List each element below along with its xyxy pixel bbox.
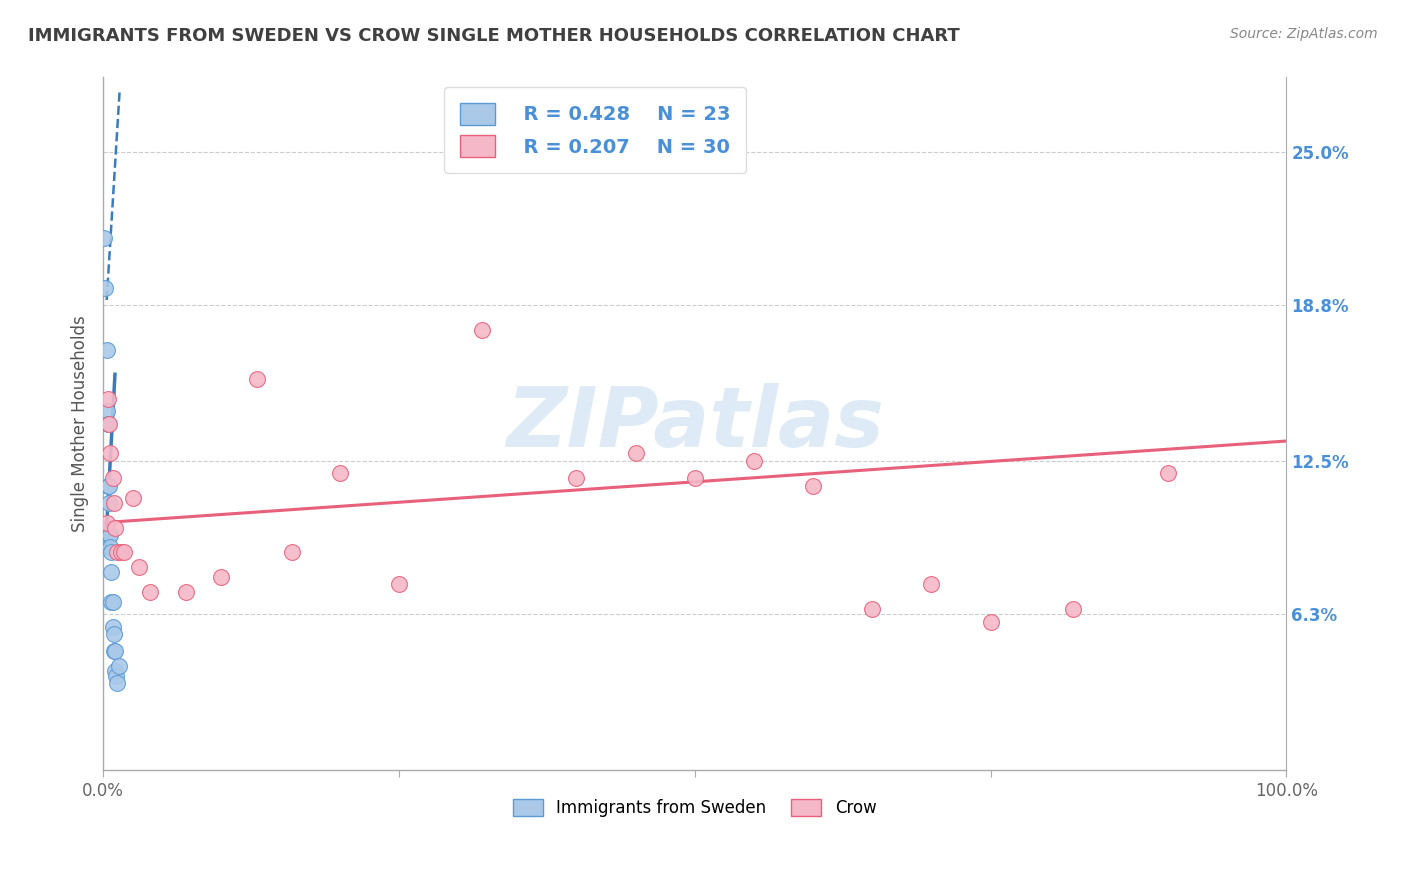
Point: [107, 659, 129, 673]
Point: [98, 478, 121, 492]
Point: [96, 404, 118, 418]
Point: [104, 520, 127, 534]
Point: [105, 669, 128, 683]
Point: [329, 466, 352, 480]
Point: [98, 541, 121, 555]
Point: [860, 602, 883, 616]
Point: [742, 454, 765, 468]
Point: [93, 231, 115, 245]
Point: [98, 417, 121, 431]
Text: ZIPatlas: ZIPatlas: [506, 384, 883, 464]
Point: [98, 528, 121, 542]
Point: [101, 595, 124, 609]
Point: [104, 664, 127, 678]
Point: [174, 585, 197, 599]
Point: [920, 577, 942, 591]
Point: [96, 343, 118, 357]
Point: [97, 392, 120, 406]
Point: [139, 585, 162, 599]
Point: [388, 577, 411, 591]
Y-axis label: Single Mother Households: Single Mother Households: [72, 316, 89, 533]
Point: [100, 545, 122, 559]
Text: IMMIGRANTS FROM SWEDEN VS CROW SINGLE MOTHER HOUSEHOLDS CORRELATION CHART: IMMIGRANTS FROM SWEDEN VS CROW SINGLE MO…: [28, 27, 960, 45]
Text: Source: ZipAtlas.com: Source: ZipAtlas.com: [1230, 27, 1378, 41]
Point: [101, 471, 124, 485]
Point: [98, 446, 121, 460]
Point: [980, 615, 1002, 629]
Point: [97, 417, 120, 431]
Point: [801, 478, 824, 492]
Point: [103, 496, 125, 510]
Point: [128, 560, 150, 574]
Point: [624, 446, 647, 460]
Point: [98, 528, 121, 542]
Point: [105, 545, 128, 559]
Point: [1062, 602, 1084, 616]
Point: [100, 595, 122, 609]
Point: [281, 545, 304, 559]
Point: [471, 323, 494, 337]
Point: [94, 281, 117, 295]
Point: [100, 565, 122, 579]
Legend: Immigrants from Sweden, Crow: Immigrants from Sweden, Crow: [506, 792, 883, 824]
Point: [565, 471, 588, 485]
Point: [98, 496, 121, 510]
Point: [103, 644, 125, 658]
Point: [105, 676, 128, 690]
Point: [121, 491, 143, 505]
Point: [104, 644, 127, 658]
Point: [110, 545, 132, 559]
Point: [101, 619, 124, 633]
Point: [112, 545, 135, 559]
Point: [1157, 466, 1180, 480]
Point: [96, 516, 118, 530]
Point: [97, 478, 120, 492]
Point: [683, 471, 706, 485]
Point: [246, 372, 269, 386]
Point: [103, 627, 125, 641]
Point: [211, 570, 233, 584]
